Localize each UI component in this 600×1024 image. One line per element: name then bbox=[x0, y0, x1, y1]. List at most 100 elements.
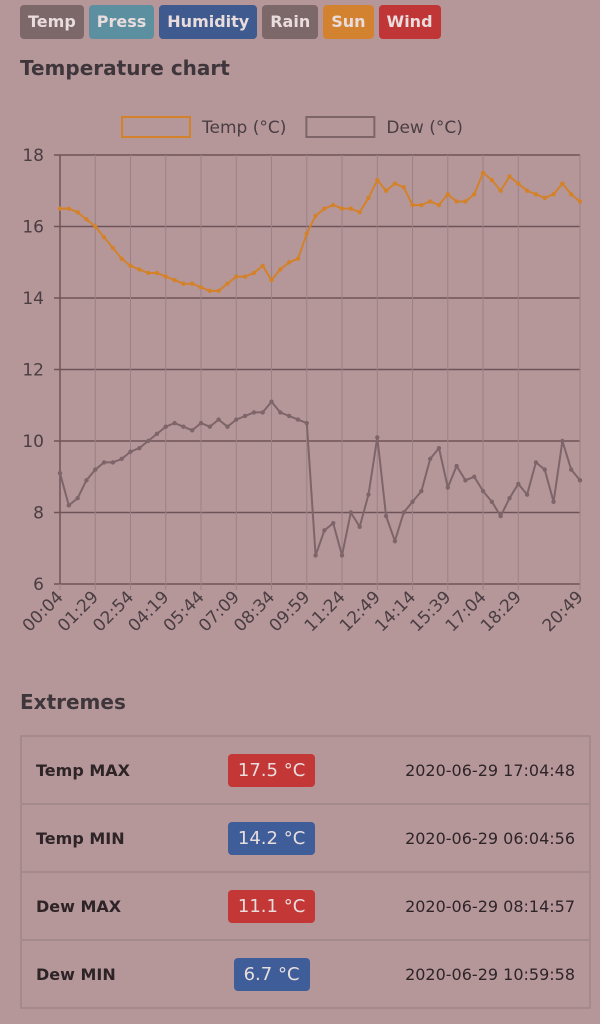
value-badge: 17.5 °C bbox=[227, 753, 316, 787]
data-point bbox=[145, 438, 151, 444]
y-tick-label: 18 bbox=[22, 146, 44, 166]
chart: 68101214161800:0401:2902:5404:1905:4407:… bbox=[19, 116, 588, 636]
extremes-table: Temp MAX 17.5 °C 2020-06-29 17:04:48 Temp M… bbox=[20, 735, 591, 1009]
section-title: Extremes bbox=[20, 690, 126, 714]
data-point bbox=[225, 424, 230, 429]
data-point bbox=[445, 192, 450, 197]
data-point bbox=[392, 538, 398, 544]
data-point bbox=[172, 420, 177, 426]
data-point bbox=[401, 510, 406, 515]
data-point bbox=[568, 467, 574, 472]
data-point bbox=[154, 431, 160, 437]
data-point bbox=[375, 435, 380, 440]
data-point bbox=[489, 177, 495, 183]
data-point bbox=[295, 256, 301, 261]
data-point bbox=[93, 467, 98, 472]
data-point bbox=[560, 438, 565, 444]
data-point bbox=[498, 188, 503, 193]
data-point bbox=[524, 492, 530, 497]
data-point bbox=[119, 256, 124, 261]
data-point bbox=[331, 202, 336, 208]
data-point bbox=[278, 267, 283, 272]
data-point bbox=[392, 181, 398, 186]
data-point bbox=[269, 277, 274, 283]
data-point bbox=[190, 281, 195, 286]
data-point bbox=[463, 478, 468, 483]
data-point bbox=[419, 488, 424, 494]
data-point bbox=[322, 206, 327, 211]
y-tick-label: 10 bbox=[22, 432, 44, 452]
data-point bbox=[542, 195, 547, 201]
data-point bbox=[507, 496, 512, 501]
row-label: Temp MIN bbox=[21, 803, 200, 872]
data-point bbox=[357, 524, 362, 529]
data-point bbox=[445, 485, 450, 490]
value-cell: 14.2 °C bbox=[200, 803, 344, 872]
timestamp: 2020-06-29 06:04:56 bbox=[343, 803, 590, 872]
x-tick-label: 18:29 bbox=[477, 587, 526, 636]
table-row: Dew MAX 11.1 °C 2020-06-29 08:14:57 bbox=[21, 871, 590, 940]
y-tick-label: 8 bbox=[33, 504, 44, 524]
data-point bbox=[216, 288, 221, 294]
data-point bbox=[472, 474, 477, 479]
table-row: Dew MIN 6.7 °C 2020-06-29 10:59:58 bbox=[21, 939, 590, 1008]
data-point bbox=[286, 413, 292, 419]
data-point bbox=[163, 274, 168, 279]
data-point bbox=[128, 263, 133, 269]
data-point bbox=[383, 513, 389, 519]
tab-bar: Temp Press Humidity Rain Sun Wind bbox=[20, 5, 441, 39]
data-point bbox=[304, 420, 309, 426]
data-point bbox=[242, 413, 248, 419]
legend-swatch bbox=[121, 116, 191, 138]
data-point bbox=[128, 449, 133, 454]
data-point bbox=[57, 206, 63, 211]
data-point bbox=[577, 478, 583, 483]
value-badge: 14.2 °C bbox=[227, 821, 316, 855]
data-point bbox=[551, 499, 556, 504]
tab-button[interactable]: Sun bbox=[323, 5, 374, 39]
data-point bbox=[577, 199, 583, 204]
value-badge: 6.7 °C bbox=[233, 957, 310, 991]
data-point bbox=[216, 417, 221, 422]
data-point bbox=[322, 528, 327, 533]
data-point bbox=[480, 170, 486, 176]
data-point bbox=[313, 213, 318, 218]
data-point bbox=[463, 199, 468, 204]
data-point bbox=[101, 235, 107, 240]
data-point bbox=[119, 456, 124, 462]
data-point bbox=[269, 399, 274, 404]
data-point bbox=[260, 263, 265, 269]
legend-swatch bbox=[305, 116, 376, 138]
tab-button[interactable]: Humidity bbox=[159, 5, 258, 39]
timestamp: 2020-06-29 08:14:57 bbox=[343, 871, 590, 940]
tab-button[interactable]: Wind bbox=[378, 5, 441, 39]
data-point bbox=[427, 456, 433, 462]
data-point bbox=[542, 467, 547, 472]
value-cell: 6.7 °C bbox=[200, 939, 344, 1008]
data-point bbox=[163, 424, 168, 429]
data-point bbox=[93, 224, 98, 229]
data-point bbox=[507, 174, 512, 179]
data-point bbox=[489, 499, 495, 504]
table-row: Temp MIN 14.2 °C 2020-06-29 06:04:56 bbox=[21, 803, 590, 872]
data-point bbox=[198, 420, 204, 426]
data-point bbox=[75, 496, 80, 501]
tab-button[interactable]: Temp bbox=[20, 5, 84, 39]
data-point bbox=[454, 463, 459, 469]
data-point bbox=[84, 217, 89, 222]
tab-button[interactable]: Rain bbox=[262, 5, 319, 39]
data-point bbox=[286, 260, 292, 265]
data-point bbox=[198, 285, 204, 290]
data-point bbox=[366, 195, 371, 201]
data-point bbox=[480, 488, 486, 494]
data-point bbox=[551, 192, 556, 197]
data-point bbox=[339, 553, 345, 558]
row-label: Dew MIN bbox=[21, 939, 200, 1008]
data-point bbox=[101, 460, 107, 465]
row-label: Dew MAX bbox=[21, 871, 200, 940]
tab-button[interactable]: Press bbox=[88, 5, 155, 39]
data-point bbox=[278, 410, 283, 415]
data-point bbox=[313, 553, 318, 558]
data-point bbox=[57, 470, 63, 476]
